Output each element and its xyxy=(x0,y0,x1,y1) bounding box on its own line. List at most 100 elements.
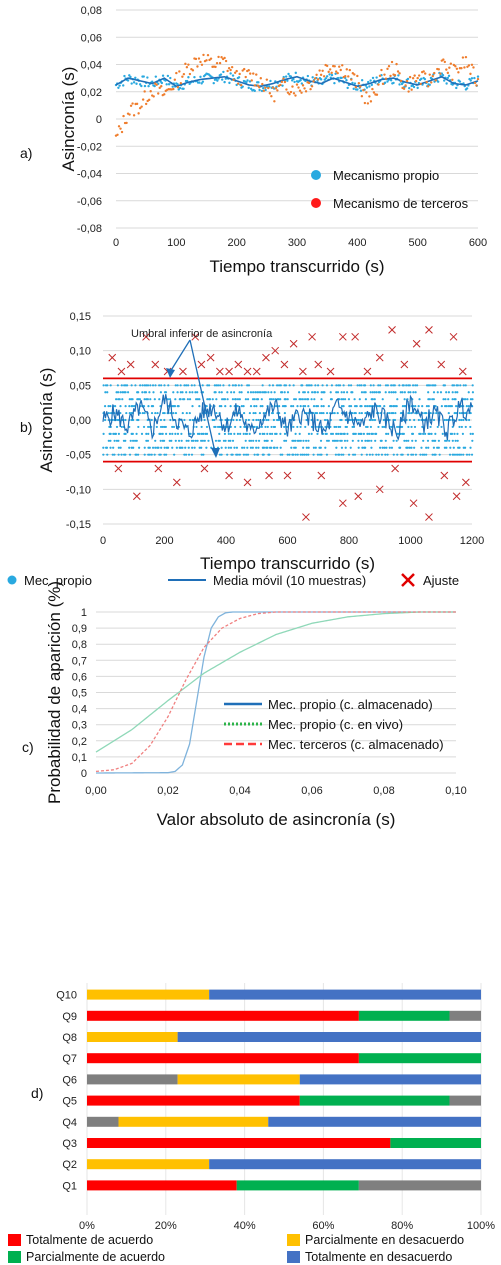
fit-cross-mark xyxy=(314,360,323,369)
own-dot xyxy=(434,439,437,442)
legend-marker-own xyxy=(311,170,321,180)
own-dot xyxy=(430,432,433,435)
own-dot xyxy=(229,446,233,449)
own-dot xyxy=(253,453,256,456)
cdf-line xyxy=(95,611,456,753)
own-dot xyxy=(257,439,261,442)
own-dot xyxy=(154,446,157,449)
third-dot xyxy=(389,74,392,78)
third-dot xyxy=(442,58,445,61)
own-dot xyxy=(292,439,295,442)
own-dot xyxy=(107,411,110,415)
own-dot xyxy=(471,391,475,394)
stacked-bar-segment xyxy=(87,1074,178,1085)
third-dot xyxy=(229,68,232,72)
fit-cross-stroke xyxy=(234,360,243,369)
own-dot xyxy=(296,453,299,456)
own-dot xyxy=(324,446,327,449)
own-dot xyxy=(124,432,127,435)
own-dot xyxy=(357,432,360,435)
own-dot xyxy=(145,432,148,435)
third-dot xyxy=(410,88,413,91)
own-dot xyxy=(459,453,463,456)
own-dot xyxy=(316,432,319,435)
third-dot xyxy=(214,65,217,69)
fit-cross-mark xyxy=(108,353,117,362)
own-dot xyxy=(187,439,190,442)
own-dot xyxy=(159,418,163,422)
own-dot xyxy=(128,398,131,401)
own-dot xyxy=(246,398,250,401)
third-dot xyxy=(318,69,321,72)
own-dot xyxy=(236,405,239,408)
own-dot xyxy=(263,432,266,435)
fit-cross-stroke xyxy=(289,339,298,348)
own-dot xyxy=(429,411,432,415)
third-dot xyxy=(137,112,140,115)
own-dot xyxy=(422,432,425,435)
own-dot xyxy=(348,405,351,408)
own-dot xyxy=(232,391,236,394)
own-dot xyxy=(215,384,218,387)
third-dot xyxy=(309,87,312,91)
third-dot xyxy=(220,56,223,59)
third-dot xyxy=(416,76,419,80)
own-dot xyxy=(120,425,123,429)
own-dot xyxy=(121,391,124,394)
own-dot xyxy=(166,74,170,78)
third-dot xyxy=(362,88,365,92)
own-dot xyxy=(113,453,116,456)
own-dot xyxy=(335,446,338,449)
legend-label: Totalmente de acuerdo xyxy=(26,1233,153,1247)
third-dot xyxy=(233,71,237,74)
own-dot xyxy=(325,384,329,387)
own-dot xyxy=(423,77,427,81)
own-dot xyxy=(263,439,266,442)
own-dot xyxy=(114,432,118,435)
own-dot xyxy=(174,439,177,442)
x-tick-label: 0,04 xyxy=(229,785,250,797)
own-dot xyxy=(163,384,166,387)
own-dot xyxy=(172,411,175,415)
own-dot xyxy=(403,398,406,401)
own-dot xyxy=(360,79,364,82)
fit-cross-mark xyxy=(317,471,326,480)
own-dot xyxy=(184,453,188,456)
own-dot xyxy=(412,85,416,89)
own-dot xyxy=(370,439,373,442)
own-dot xyxy=(454,405,458,408)
own-dot xyxy=(432,446,436,449)
own-dot xyxy=(235,418,238,422)
third-dot xyxy=(271,86,275,89)
own-dot xyxy=(354,411,357,415)
own-dot xyxy=(320,405,323,408)
third-dot xyxy=(244,75,247,79)
own-dot xyxy=(340,391,343,394)
own-dot xyxy=(314,446,317,449)
category-label: Q7 xyxy=(62,1053,77,1065)
fit-cross-stroke xyxy=(452,492,461,501)
own-dot xyxy=(132,446,135,449)
own-dot xyxy=(184,446,187,449)
own-dot xyxy=(419,453,422,456)
legend-swatch xyxy=(8,1251,21,1263)
own-dot xyxy=(253,398,256,401)
fit-cross-mark xyxy=(299,367,307,376)
own-dot xyxy=(200,439,203,442)
x-axis-title: Tiempo transcurrido (s) xyxy=(209,257,384,276)
stacked-bar-segment xyxy=(358,1010,450,1021)
own-dot xyxy=(343,398,347,401)
third-dot xyxy=(470,63,474,66)
y-tick-label: -0,06 xyxy=(77,196,102,208)
own-dot xyxy=(294,453,297,456)
own-dot xyxy=(251,398,255,401)
own-dot xyxy=(302,446,305,449)
own-dot xyxy=(418,398,421,401)
third-dot xyxy=(129,104,133,108)
own-dot xyxy=(147,432,150,435)
own-dot xyxy=(271,411,275,415)
own-dot xyxy=(216,425,220,429)
third-dot xyxy=(163,93,166,96)
own-dot xyxy=(237,76,241,79)
x-tick-label: 200 xyxy=(155,535,173,547)
